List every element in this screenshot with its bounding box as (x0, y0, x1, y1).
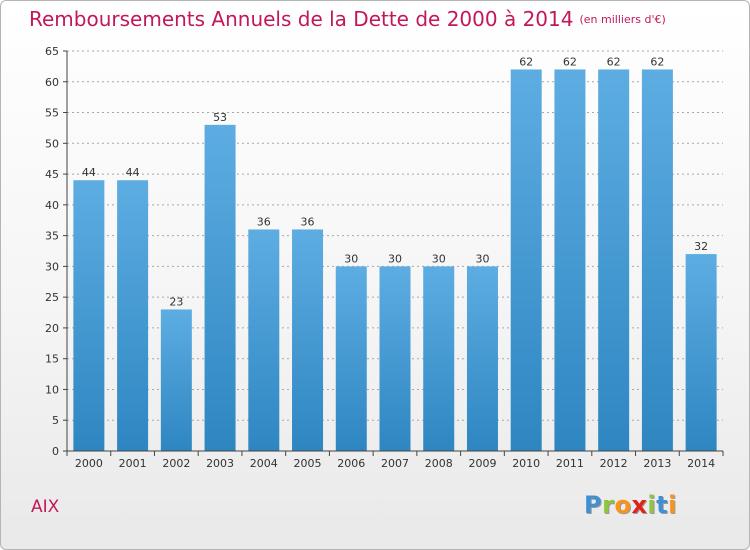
data-label-2008: 30 (432, 252, 446, 265)
x-tick-label-2011: 2011 (556, 457, 584, 470)
data-label-2010: 62 (519, 55, 533, 68)
data-label-2013: 62 (650, 55, 664, 68)
x-tick-label-2007: 2007 (381, 457, 409, 470)
x-axis: 2000 2001 2002 2003 2004 2005 2006 2007 2008 2009… (66, 450, 724, 470)
data-label-2003: 53 (213, 111, 227, 124)
bar-2003 (204, 124, 236, 451)
data-label-2009: 30 (475, 252, 489, 265)
data-label-2012: 62 (607, 55, 621, 68)
bars (73, 69, 717, 451)
x-tick-label-2014: 2014 (687, 457, 715, 470)
y-tick-label: 45 (45, 168, 59, 181)
x-tick-label-2012: 2012 (600, 457, 628, 470)
bar-2009 (466, 266, 498, 451)
y-tick-label: 35 (45, 230, 59, 243)
data-label-2006: 30 (344, 252, 358, 265)
x-tick-label-2013: 2013 (643, 457, 671, 470)
x-tick-label-2009: 2009 (468, 457, 496, 470)
bar-2006 (335, 266, 367, 451)
data-label-2007: 30 (388, 252, 402, 265)
bar-2007 (379, 266, 411, 451)
x-tick-label-2000: 2000 (75, 457, 103, 470)
y-tick-label: 5 (52, 414, 59, 427)
proxiti-logo: Proxiti (584, 491, 677, 519)
bar-2008 (423, 266, 455, 451)
y-tick-label: 60 (45, 76, 59, 89)
chart-title-text: Remboursements Annuels de la Dette de 20… (29, 7, 574, 31)
y-tick-label: 65 (45, 45, 59, 58)
data-labels: 44 44 23 53 36 36 30 30 30 30 62 62 62 62 32 (82, 55, 708, 308)
y-tick-label: 40 (45, 199, 59, 212)
x-tick-label-2005: 2005 (294, 457, 322, 470)
x-tick-label-2010: 2010 (512, 457, 540, 470)
bar-2014 (685, 254, 717, 451)
y-tick-label: 10 (45, 383, 59, 396)
x-tick-label-2001: 2001 (119, 457, 147, 470)
bar-2001 (117, 180, 149, 451)
y-tick-label: 30 (45, 260, 59, 273)
x-tick-label-2006: 2006 (337, 457, 365, 470)
data-label-2001: 44 (126, 166, 140, 179)
bar-2013 (641, 69, 673, 451)
y-tick-label: 25 (45, 291, 59, 304)
data-label-2005: 36 (301, 215, 315, 228)
bar-2011 (554, 69, 586, 451)
town-name: AIX (31, 497, 60, 517)
bar-2012 (598, 69, 630, 451)
bar-2000 (73, 180, 105, 451)
x-tick-label-2004: 2004 (250, 457, 278, 470)
data-label-2002: 23 (169, 295, 183, 308)
chart-title: Remboursements Annuels de la Dette de 20… (29, 7, 666, 31)
y-tick-label: 0 (52, 445, 59, 458)
bar-2010 (510, 69, 542, 451)
data-label-2000: 44 (82, 166, 96, 179)
data-label-2011: 62 (563, 55, 577, 68)
y-tick-label: 55 (45, 107, 59, 120)
bar-2004 (248, 229, 280, 451)
x-tick-label-2003: 2003 (206, 457, 234, 470)
y-tick-label: 20 (45, 322, 59, 335)
data-label-2014: 32 (694, 240, 708, 253)
bar-2002 (160, 309, 192, 451)
y-tick-label: 15 (45, 353, 59, 366)
x-tick-label-2008: 2008 (425, 457, 453, 470)
x-tick-label-2002: 2002 (162, 457, 190, 470)
data-label-2004: 36 (257, 215, 271, 228)
y-tick-label: 50 (45, 137, 59, 150)
chart-unit: (en milliers d'€) (579, 13, 666, 26)
bar-2005 (292, 229, 324, 451)
y-axis: 0 5 10 15 20 25 30 35 40 45 50 55 60 65 (45, 45, 68, 458)
